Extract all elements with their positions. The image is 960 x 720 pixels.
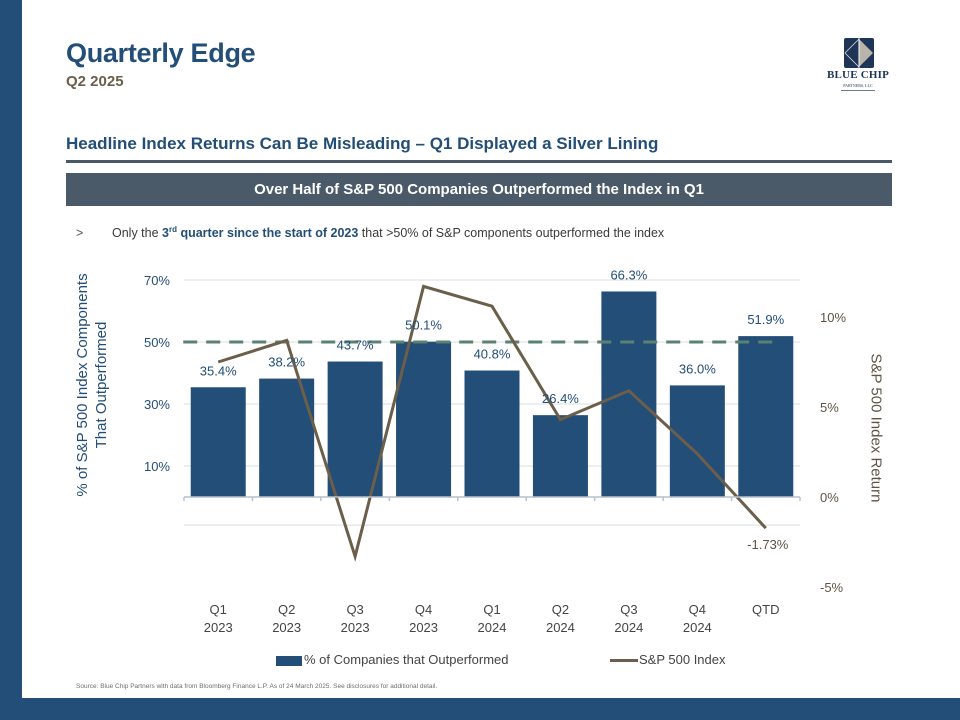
bar xyxy=(738,336,794,497)
right-axis-tick-label: 0% xyxy=(820,490,839,505)
line-data-label: -1.73% xyxy=(747,537,789,552)
bullet-emphasis: 3rd quarter since the start of 2023 xyxy=(162,225,359,241)
right-axis-tick-label: 5% xyxy=(820,400,839,415)
right-axis-tick-label: -5% xyxy=(820,580,844,595)
x-axis-category-label: QTD xyxy=(752,602,779,617)
x-axis-category-label: Q1 xyxy=(210,602,227,617)
x-axis-category-label: Q2 xyxy=(278,602,295,617)
bar xyxy=(327,361,383,497)
bullet-emphasis-superscript: rd xyxy=(168,225,177,234)
left-axis-title: % of S&P 500 Index Components That Outpe… xyxy=(73,273,111,496)
legend-item-line: S&P 500 Index xyxy=(610,652,726,667)
bar xyxy=(190,387,246,497)
footer-bar xyxy=(0,698,960,720)
bullet-prefix: Only the xyxy=(112,226,163,241)
heading-divider xyxy=(66,160,892,163)
left-axis-tick-label: 30% xyxy=(144,397,170,412)
bullet-suffix: that >50% of S&P components outperformed… xyxy=(358,226,665,241)
x-axis-category-label: 2023 xyxy=(272,620,301,635)
x-axis-category-label: 2024 xyxy=(683,620,712,635)
bar-data-label: 36.0% xyxy=(679,361,716,376)
bar-data-label: 26.4% xyxy=(542,391,579,406)
section-heading: Headline Index Returns Can Be Misleading… xyxy=(66,134,659,153)
bar xyxy=(396,341,452,497)
bar xyxy=(464,370,520,497)
left-axis-tick-label: 10% xyxy=(144,459,170,474)
page-subtitle: Q2 2025 xyxy=(66,73,124,90)
bar-data-label: 50.1% xyxy=(405,318,442,333)
x-axis-category-label: Q3 xyxy=(346,602,363,617)
bar-data-label: 43.7% xyxy=(337,338,374,353)
page-title: Quarterly Edge xyxy=(66,38,256,68)
bar xyxy=(601,291,657,497)
left-axis-title-line-1: % of S&P 500 Index Components xyxy=(74,273,91,497)
line-series xyxy=(217,284,767,562)
right-axis-title: S&P 500 Index Return xyxy=(867,353,885,503)
bar xyxy=(669,385,725,497)
x-axis-category-label: Q4 xyxy=(415,602,432,617)
x-axis-category-label: 2023 xyxy=(341,620,370,635)
logo-name: BLUE CHIP xyxy=(826,69,889,81)
bar-data-label: 51.9% xyxy=(747,312,784,327)
x-axis-category-label: 2024 xyxy=(478,620,507,635)
logo-subtext: PARTNERS, LLC xyxy=(843,83,873,88)
bar-data-label: 66.3% xyxy=(610,267,647,282)
left-axis-tick-label: 70% xyxy=(144,273,170,288)
left-accent-bar xyxy=(0,0,22,720)
chart-banner-title: Over Half of S&P 500 Companies Outperfor… xyxy=(66,173,892,206)
company-logo: BLUE CHIP PARTNERS, LLC xyxy=(808,36,908,96)
bar xyxy=(532,415,588,497)
legend-line-label: S&P 500 Index xyxy=(639,652,726,667)
axes: 10% 30% 50% 70% -5% 0% 5% 10% Q1 2023 Q2 2023 Q3 2023… xyxy=(144,273,846,635)
diamond-square-logo-icon xyxy=(844,38,874,68)
bullet-point: > Only the 3rd quarter since the start of… xyxy=(76,225,664,240)
left-axis-tick-label: 50% xyxy=(144,335,170,350)
legend-line-swatch xyxy=(610,659,638,663)
bullet-arrow-icon: > xyxy=(76,226,84,241)
legend-bar-swatch xyxy=(276,655,302,666)
legend-item-bars: % of Companies that Outperformed xyxy=(276,652,509,667)
x-axis-category-label: Q1 xyxy=(483,602,500,617)
right-axis-tick-label: 10% xyxy=(820,310,846,325)
bar-series xyxy=(190,291,794,497)
x-axis-category-label: 2024 xyxy=(614,620,643,635)
x-axis-category-label: 2024 xyxy=(546,620,575,635)
data-labels: 35.4% 38.2% 43.7% 50.1% 40.8% 26.4% 66.3% 36.0%… xyxy=(200,267,789,552)
left-axis-title-line-2: That Outperformed xyxy=(93,321,110,449)
x-axis-category-label: 2023 xyxy=(204,620,233,635)
source-footnote: Source: Blue Chip Partners with data fro… xyxy=(76,683,438,690)
legend-bar-label: % of Companies that Outperformed xyxy=(304,652,509,667)
bullet-emphasis-number: 3 xyxy=(162,226,169,241)
x-axis-category-label: Q3 xyxy=(620,602,637,617)
logo-underline xyxy=(841,90,875,91)
bar-data-label: 40.8% xyxy=(474,347,511,362)
bar-data-label: 38.2% xyxy=(268,355,305,370)
bar-data-label: 35.4% xyxy=(200,363,237,378)
x-axis-category-label: Q2 xyxy=(552,602,569,617)
x-axis-category-label: Q4 xyxy=(689,602,706,617)
bullet-emphasis-text: quarter since the start of 2023 xyxy=(176,226,359,241)
x-axis-category-label: 2023 xyxy=(409,620,438,635)
